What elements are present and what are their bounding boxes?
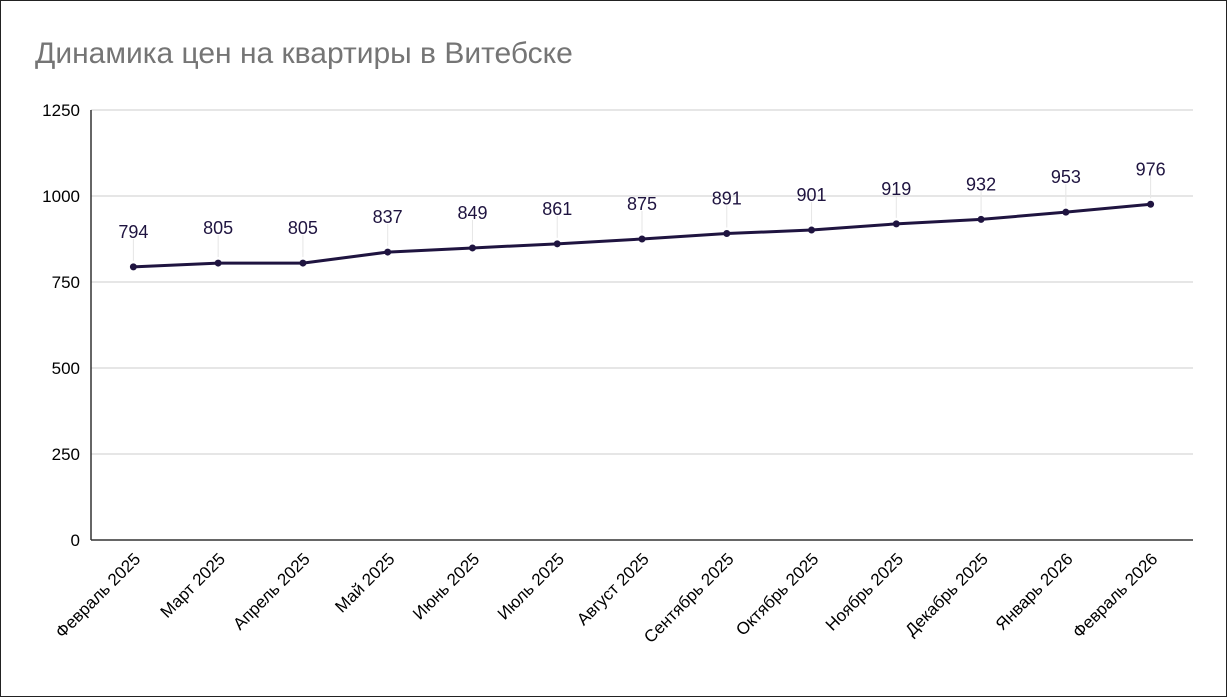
x-tick-label: Май 2025 [331, 549, 398, 616]
data-point [723, 229, 731, 237]
x-tick-label: Январь 2026 [992, 549, 1077, 634]
x-tick-label: Ноябрь 2025 [822, 549, 907, 634]
data-point [1062, 208, 1070, 216]
data-label: 794 [118, 222, 148, 242]
data-point [808, 226, 816, 234]
data-label: 901 [797, 185, 827, 205]
chart-title: Динамика цен на квартиры в Витебске [35, 37, 573, 70]
x-tick-label: Сентябрь 2025 [640, 549, 737, 646]
x-tick-label: Февраль 2026 [1069, 549, 1161, 641]
data-point [468, 244, 476, 252]
data-label: 919 [881, 179, 911, 199]
y-tick-label: 500 [52, 359, 80, 378]
data-label: 875 [627, 194, 657, 214]
x-tick-label: Август 2025 [573, 549, 653, 629]
y-tick-label: 0 [71, 531, 80, 550]
data-point [553, 240, 561, 248]
y-tick-label: 1250 [42, 101, 80, 120]
x-tick-label: Июль 2025 [494, 549, 568, 623]
data-label: 932 [966, 174, 996, 194]
data-point [638, 235, 646, 243]
data-point [977, 215, 985, 223]
x-tick-label: Июнь 2025 [409, 549, 483, 623]
y-tick-label: 750 [52, 273, 80, 292]
data-label: 849 [457, 203, 487, 223]
data-point [384, 248, 392, 256]
data-label: 837 [373, 207, 403, 227]
data-label: 805 [203, 218, 233, 238]
x-tick-label: Март 2025 [157, 549, 229, 621]
x-tick-label: Апрель 2025 [229, 549, 313, 633]
data-label: 861 [542, 199, 572, 219]
y-tick-label: 250 [52, 445, 80, 464]
data-label: 953 [1051, 167, 1081, 187]
data-label: 976 [1136, 159, 1166, 179]
x-tick-label: Октябрь 2025 [732, 549, 822, 639]
data-point [129, 263, 137, 271]
data-point [299, 259, 307, 267]
data-label: 891 [712, 188, 742, 208]
data-point [1147, 200, 1155, 208]
y-tick-label: 1000 [42, 187, 80, 206]
x-tick-label: Февраль 2025 [52, 549, 144, 641]
x-tick-label: Декабрь 2025 [902, 549, 992, 639]
data-point [892, 220, 900, 228]
data-point [214, 259, 222, 267]
data-label: 805 [288, 218, 318, 238]
